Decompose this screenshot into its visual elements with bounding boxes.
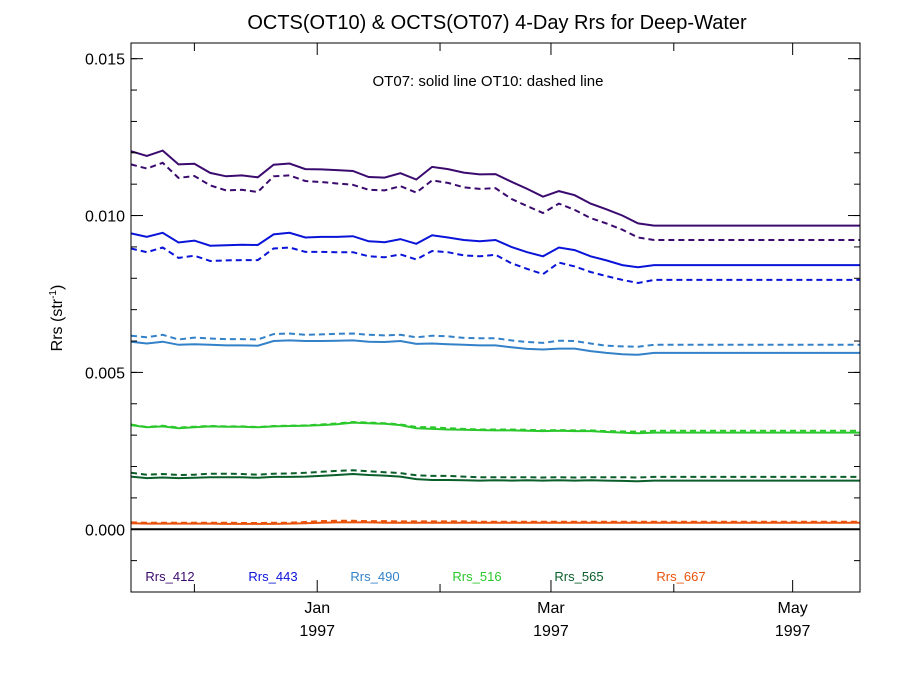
series-Rrs_565-ot10-dashed — [130, 469, 860, 479]
series-Rrs_490-ot07-solid — [130, 339, 860, 356]
legend: Rrs_412 Rrs_443 Rrs_490 Rrs_516 Rrs_565 Rrs_6… — [145, 569, 705, 584]
series-Rrs_667-ot10-dashed — [130, 519, 860, 524]
y-axis-label-close: ) — [49, 285, 66, 290]
series-Rrs_490-ot10-dashed — [130, 332, 860, 348]
x-tick-label-month: Jan — [304, 600, 330, 617]
line-style-note: OT07: solid line OT10: dashed line — [373, 73, 604, 90]
x-tick-label-year: 1997 — [775, 623, 811, 640]
legend-item-Rrs_412: Rrs_412 — [145, 569, 194, 584]
legend-item-Rrs_443: Rrs_443 — [248, 569, 297, 584]
x-tick-label-month: Mar — [537, 600, 565, 617]
plot-area — [130, 149, 860, 531]
y-tick-label: 0.015 — [85, 52, 125, 69]
y-axis-label-text: Rrs (str — [49, 298, 66, 351]
y-tick-label: 0.010 — [85, 209, 125, 226]
plot-frame — [130, 42, 861, 593]
x-tick-label-month: May — [778, 600, 808, 617]
series-Rrs_412-ot07-solid — [130, 149, 860, 227]
series-Rrs_412-ot10-dashed — [130, 161, 860, 241]
x-tick-label-year: 1997 — [299, 623, 335, 640]
chart-title: OCTS(OT10) & OCTS(OT07) 4-Day Rrs for De… — [247, 12, 747, 34]
legend-item-Rrs_667: Rrs_667 — [656, 569, 705, 584]
x-tick-label-year: 1997 — [533, 623, 569, 640]
y-axis-label-superscript: -1 — [48, 290, 59, 299]
legend-item-Rrs_565: Rrs_565 — [554, 569, 603, 584]
series-Rrs_565-ot07-solid — [130, 472, 860, 483]
y-tick-label: 0.000 — [85, 522, 125, 539]
series-Rrs_443-ot07-solid — [130, 231, 860, 269]
legend-item-Rrs_490: Rrs_490 — [350, 569, 399, 584]
legend-item-Rrs_516: Rrs_516 — [452, 569, 501, 584]
series-Rrs_516-ot10-dashed — [130, 420, 860, 433]
y-tick-label: 0.005 — [85, 365, 125, 382]
series-Rrs_443-ot10-dashed — [130, 246, 860, 285]
axes: 0.000 0.005 0.010 0.015 Jan 1997 Mar 1997 May 199… — [85, 42, 861, 640]
y-axis-label: Rrs (str-1) — [48, 285, 66, 352]
